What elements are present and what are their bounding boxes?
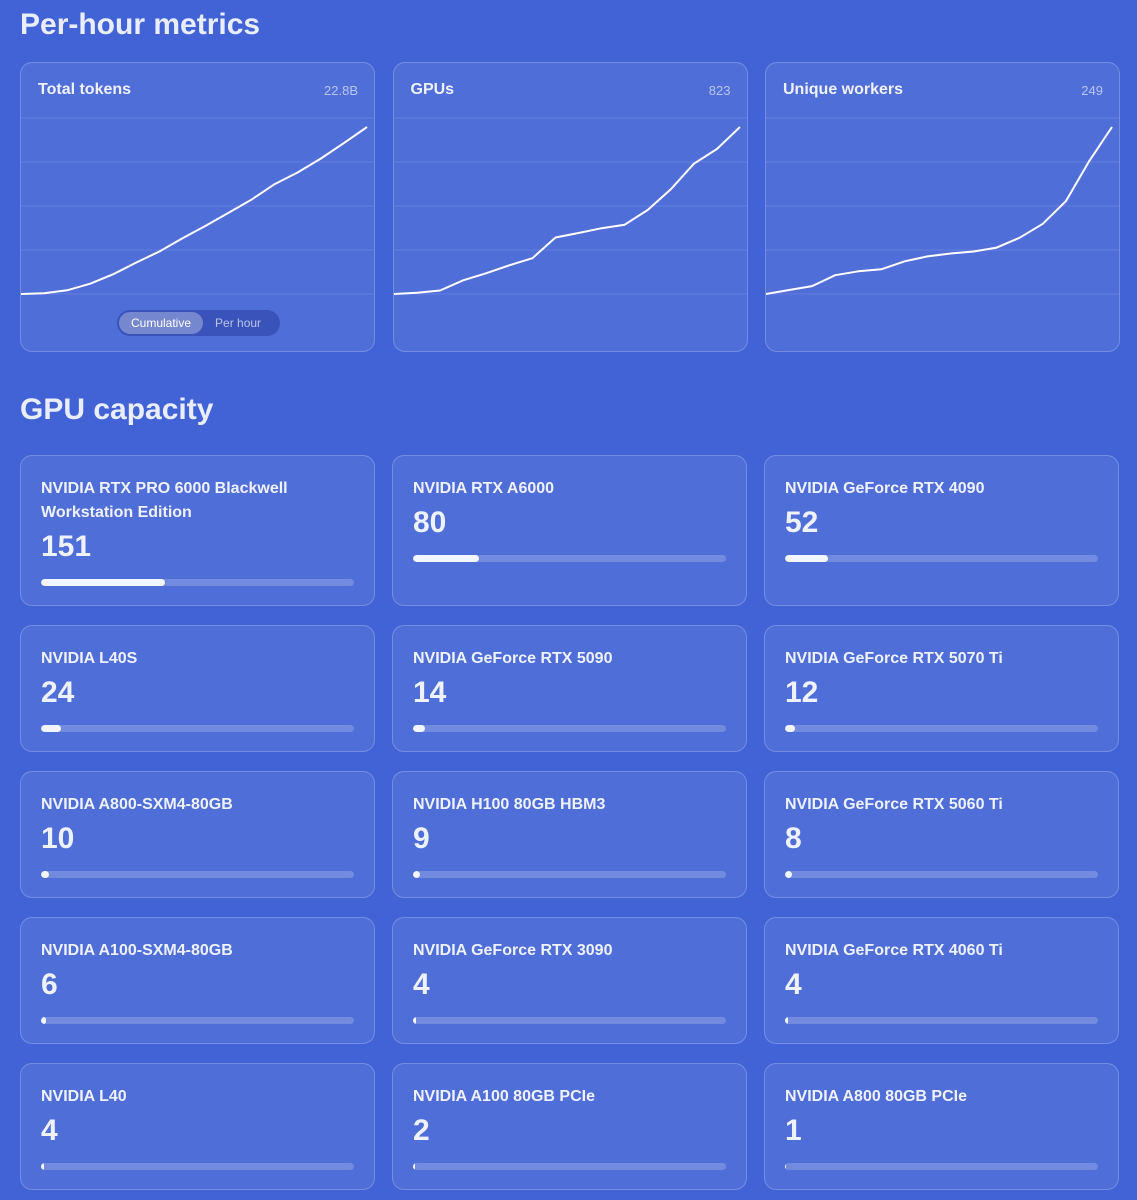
gpu-name: NVIDIA GeForce RTX 5070 Ti	[785, 650, 1003, 667]
bar-track	[413, 871, 726, 878]
bar-track	[413, 1017, 726, 1024]
gpu-count: 12	[785, 676, 819, 709]
bar	[41, 871, 50, 878]
gpu-count: 80	[413, 506, 447, 539]
bar-track	[41, 1017, 354, 1024]
gpu-card: NVIDIA A800 80GB PCIe 1	[764, 1063, 1119, 1190]
bar	[41, 1017, 46, 1024]
gpu-count: 8	[785, 822, 802, 855]
gpu-card: NVIDIA A100 80GB PCIe 2	[392, 1063, 747, 1190]
bar	[785, 1017, 789, 1024]
gpu-name: NVIDIA L40S	[41, 650, 138, 667]
gpu-count: 1	[785, 1114, 802, 1147]
bar-track	[413, 725, 726, 732]
bar	[41, 1163, 45, 1170]
metric-label: Unique workers	[783, 81, 904, 98]
gpu-count: 6	[41, 968, 58, 1001]
gpu-card: NVIDIA RTX A6000 80	[392, 455, 747, 606]
bar	[413, 725, 425, 732]
gpu-card: NVIDIA GeForce RTX 5090 14	[392, 625, 747, 752]
bar-track	[41, 725, 354, 732]
bar-track	[413, 555, 726, 562]
bar-track	[41, 871, 354, 878]
gpu-name: NVIDIA H100 80GB HBM3	[413, 796, 606, 813]
gpu-card: NVIDIA RTX PRO 6000 Blackwell Workstatio…	[20, 455, 375, 606]
section-title: GPU capacity	[20, 393, 214, 426]
bar-track	[785, 555, 1098, 562]
bar	[413, 1163, 415, 1170]
bar	[785, 871, 792, 878]
sparkline	[393, 117, 747, 295]
gpu-card: NVIDIA GeForce RTX 4090 52	[764, 455, 1119, 606]
view-toggle: Cumulative Per hour	[117, 310, 280, 336]
metric-card: Total tokens 22.8B Cumulative Per hour	[20, 62, 375, 352]
toggle-option[interactable]: Cumulative	[119, 312, 204, 334]
metric-total: 823	[708, 83, 731, 98]
sparkline	[766, 117, 1119, 295]
gpu-name: NVIDIA A800 80GB PCIe	[785, 1088, 967, 1105]
bar-track	[785, 1163, 1098, 1170]
gpu-card: NVIDIA GeForce RTX 3090 4	[392, 917, 747, 1044]
gpu-name: NVIDIA GeForce RTX 5090	[413, 650, 613, 667]
gpu-count: 14	[413, 676, 447, 709]
bar	[413, 1017, 417, 1024]
gpu-name: NVIDIA GeForce RTX 4060 Ti	[785, 942, 1003, 959]
bar-track	[785, 1017, 1098, 1024]
gpu-count: 10	[41, 822, 75, 855]
bar-track	[785, 871, 1098, 878]
gpu-card: NVIDIA A100-SXM4-80GB 6	[20, 917, 375, 1044]
bar	[785, 725, 795, 732]
gpu-card: NVIDIA L40S 24	[20, 625, 375, 752]
gpu-count: 151	[41, 530, 92, 563]
gpu-count: 9	[413, 822, 430, 855]
bar	[785, 1163, 786, 1170]
gpu-count: 4	[785, 968, 802, 1001]
bar-track	[785, 725, 1098, 732]
bar-track	[413, 1163, 726, 1170]
gpu-name: NVIDIA RTX PRO 6000 Blackwell Workstatio…	[41, 480, 288, 521]
gpu-grid: NVIDIA RTX PRO 6000 Blackwell Workstatio…	[20, 455, 1119, 1190]
gpu-count: 52	[785, 506, 819, 539]
section-title: Per-hour metrics	[20, 8, 261, 41]
gpu-name: NVIDIA A100-SXM4-80GB	[41, 942, 233, 959]
metric-card: GPUs 823	[392, 62, 748, 352]
bar	[413, 555, 479, 562]
bar	[785, 555, 828, 562]
bar-track	[41, 579, 354, 586]
gpu-name: NVIDIA GeForce RTX 3090	[413, 942, 613, 959]
metric-card: Unique workers 249	[765, 62, 1120, 352]
gpu-count: 2	[413, 1114, 430, 1147]
gpu-card: NVIDIA L40 4	[20, 1063, 375, 1190]
gpu-name: NVIDIA A100 80GB PCIe	[413, 1088, 595, 1105]
line	[393, 126, 741, 295]
line	[21, 126, 368, 295]
gpu-name: NVIDIA A800-SXM4-80GB	[41, 796, 233, 813]
gpu-card: NVIDIA GeForce RTX 5060 Ti 8	[764, 771, 1119, 898]
gpu-card: NVIDIA A800-SXM4-80GB 10	[20, 771, 375, 898]
gpu-count: 24	[41, 676, 75, 709]
metric-total: 22.8B	[324, 83, 358, 98]
gpu-card: NVIDIA H100 80GB HBM3 9	[392, 771, 747, 898]
gpu-name: NVIDIA GeForce RTX 5060 Ti	[785, 796, 1003, 813]
bar	[41, 579, 166, 586]
gpu-name: NVIDIA RTX A6000	[413, 480, 555, 497]
gpu-card: NVIDIA GeForce RTX 4060 Ti 4	[764, 917, 1119, 1044]
metric-label: Total tokens	[38, 81, 132, 98]
bar	[413, 871, 421, 878]
bar	[41, 725, 61, 732]
sparkline	[21, 117, 374, 295]
metric-label: GPUs	[410, 81, 455, 98]
toggle-option[interactable]: Per hour	[215, 316, 262, 330]
gpu-name: NVIDIA L40	[41, 1088, 127, 1105]
gpu-name: NVIDIA GeForce RTX 4090	[785, 480, 985, 497]
gpu-card: NVIDIA GeForce RTX 5070 Ti 12	[764, 625, 1119, 752]
gpu-count: 4	[41, 1114, 58, 1147]
metric-total: 249	[1081, 83, 1103, 98]
gpu-count: 4	[413, 968, 430, 1001]
line	[766, 126, 1113, 295]
bar-track	[41, 1163, 354, 1170]
